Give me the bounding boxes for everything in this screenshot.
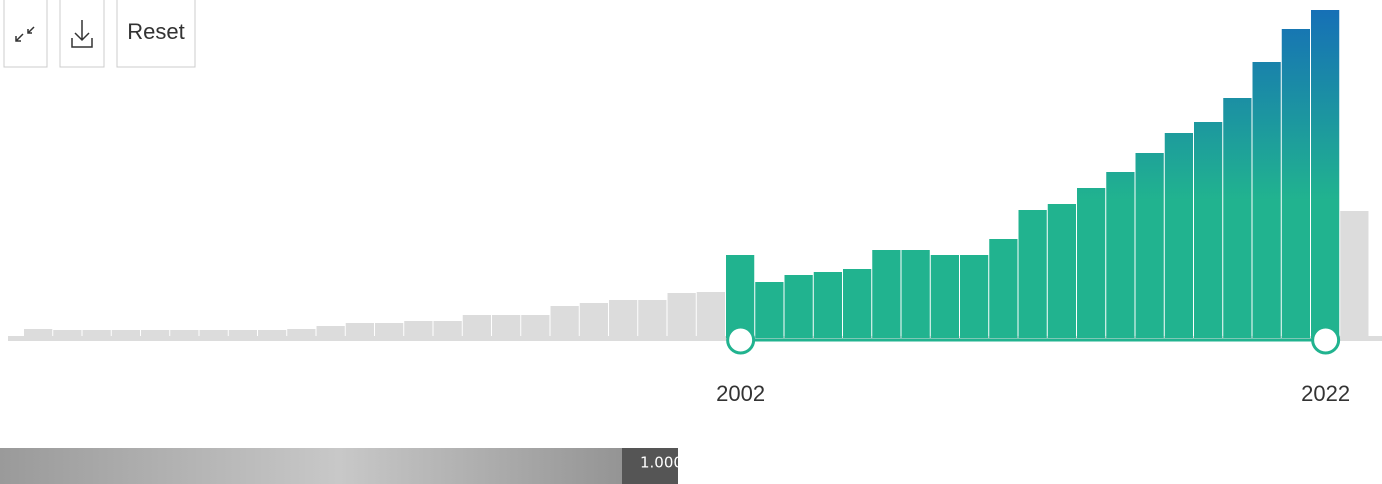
bar [638,300,666,338]
bar [1282,29,1310,338]
bar [785,275,813,338]
bar [24,329,52,338]
thumbnail-image [0,448,678,484]
range-handle[interactable] [728,327,754,353]
reset-label: Reset [127,19,184,44]
button-frame [4,0,47,67]
bar [551,306,579,338]
bar [931,255,959,338]
bar [375,323,403,338]
bar [463,315,491,338]
bar [1194,122,1222,338]
bar [346,323,374,338]
handle-label: 2002 [716,381,765,406]
bar [404,321,432,338]
bar [492,315,520,338]
bar [1077,188,1105,338]
bar [1340,211,1368,338]
bar [521,315,549,338]
bar [141,330,169,338]
bar [814,272,842,338]
bar [1106,172,1134,338]
slider: 2002 2022 [716,327,1350,406]
bar [609,300,637,338]
download-button[interactable] [60,0,104,67]
bar [1165,133,1193,338]
bar [1019,210,1047,338]
bar [170,330,198,338]
bar [317,326,345,338]
bar [258,330,286,338]
thumbnail-strip: 1.000 [0,448,683,484]
bar [1136,153,1164,338]
bar [960,255,988,338]
bar [83,330,111,338]
collapse-button[interactable] [4,0,47,67]
bar [1253,62,1281,338]
bars [24,10,1369,338]
bar [229,330,257,338]
bar [902,250,930,338]
bar [755,282,783,338]
bar [580,303,608,338]
bar [53,330,81,338]
bar [1223,98,1251,338]
reset-button[interactable]: Reset [117,0,195,67]
handle-label: 2022 [1301,381,1350,406]
bar [989,239,1017,338]
range-handle[interactable] [1313,327,1339,353]
bar [112,330,140,338]
bar [697,292,725,338]
toolbar: Reset [4,0,195,67]
bar [668,293,696,338]
bar [434,321,462,338]
bar [843,269,871,338]
range-histogram: Reset 2002 2022 1.000 [0,0,1382,484]
bar [287,329,315,338]
bar [200,330,228,338]
page: {"toolbar": {"reset": "Reset"}, "chart_d… [0,0,1382,484]
bar [872,250,900,338]
bar [1048,204,1076,338]
thumbnail-label: 1.000 [640,454,683,472]
bar [1311,10,1339,338]
